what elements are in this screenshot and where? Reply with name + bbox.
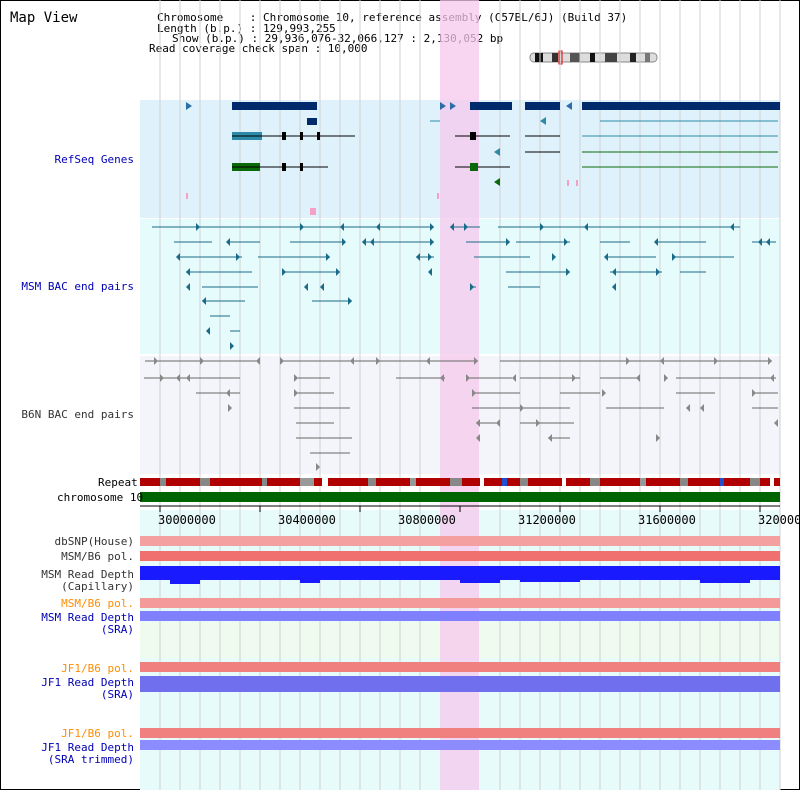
msm-read-depth-label[interactable]: MSM Read Depth [41, 568, 134, 581]
chromosome-ideogram[interactable] [529, 50, 658, 65]
msm-read-sra-label[interactable]: MSM Read Depth [41, 611, 134, 624]
jf1-read-depth-sra[interactable] [140, 676, 780, 692]
coverage-span-info: Read coverage check span : 10,000 [149, 42, 368, 55]
axis-tick-label: 30800000 [398, 513, 456, 527]
chromosome-label: chromosome 10 [57, 491, 144, 504]
msm-read-depth-sra[interactable] [140, 611, 780, 621]
jf1-read-sra-sub: (SRA) [100, 688, 134, 701]
axis-tick-label: 3200000 [758, 513, 800, 527]
msm-b6-pol2-label[interactable]: MSM/B6 pol. [61, 597, 134, 610]
b6n-bac-label[interactable]: B6N BAC end pairs [21, 408, 134, 421]
msm-read-sra-sub: (SRA) [100, 623, 134, 636]
axis-tick-label: 30400000 [278, 513, 336, 527]
axis-tick-label: 31200000 [518, 513, 576, 527]
dbsnp-label[interactable]: dbSNP(House) [54, 535, 134, 548]
jf1-b6-pol2-label[interactable]: JF1/B6 pol. [61, 727, 134, 740]
length-info: Length (b.p.) : 129,993,255 [157, 22, 336, 35]
dbsnp-track[interactable] [140, 536, 780, 546]
jf1-read-trim-label[interactable]: JF1 Read Depth [41, 741, 134, 754]
position-axis: 30000000 30400000 30800000 31200000 3160… [140, 505, 800, 527]
repeat-label: Repeat [98, 476, 138, 489]
msm-b6-pol-track[interactable] [140, 551, 780, 561]
refseq-genes[interactable] [186, 102, 780, 215]
msm-bac-arrows [176, 223, 770, 350]
jf1-b6-pol-label[interactable]: JF1/B6 pol. [61, 662, 134, 675]
msm-b6-pol2-track[interactable] [140, 598, 780, 608]
axis-tick-label: 30000000 [158, 513, 216, 527]
jf1-read-sra-label[interactable]: JF1 Read Depth [41, 676, 134, 689]
b6n-bac-arrows [154, 357, 778, 471]
msm-bac-label[interactable]: MSM BAC end pairs [21, 280, 134, 293]
repeat-track[interactable] [140, 478, 780, 486]
msm-read-depth-capillary[interactable] [140, 566, 780, 584]
axis-tick-label: 31600000 [638, 513, 696, 527]
refseq-label[interactable]: RefSeq Genes [54, 153, 134, 166]
msm-b6-pol-label[interactable]: MSM/B6 pol. [61, 550, 134, 563]
jf1-read-trim-sub: (SRA trimmed) [47, 753, 134, 766]
jf1-read-depth-trimmed[interactable] [140, 740, 780, 750]
jf1-b6-pol-track[interactable] [140, 662, 780, 672]
msm-read-depth-sub: (Capillary) [61, 580, 134, 593]
grid-lines [159, 0, 781, 790]
chromosome-bar[interactable] [140, 492, 780, 502]
jf1-b6-pol2-track[interactable] [140, 728, 780, 738]
map-view-title: Map View [10, 10, 78, 26]
